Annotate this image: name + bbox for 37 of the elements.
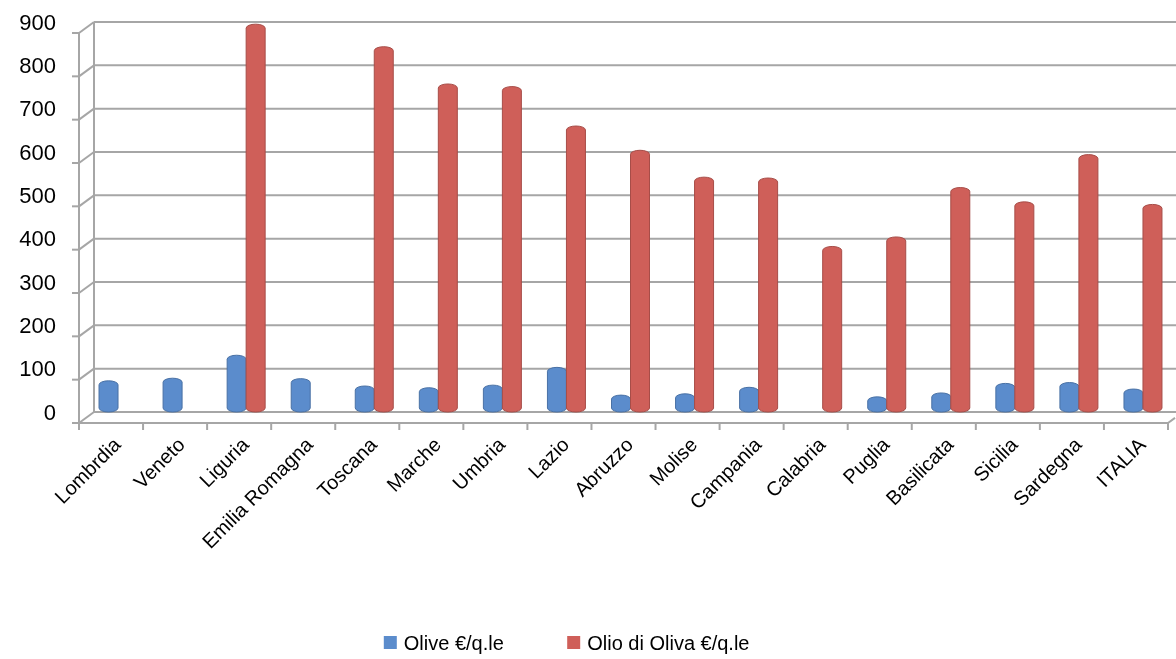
- bar: [886, 236, 907, 413]
- legend-label: Olive €/q.le: [403, 632, 504, 654]
- bar: [437, 83, 458, 413]
- y-tick-label: 800: [19, 52, 56, 78]
- bar: [1142, 203, 1163, 413]
- bar: [546, 366, 567, 413]
- bar: [354, 385, 375, 413]
- bar: [501, 86, 522, 413]
- y-tick-label: 500: [19, 182, 56, 208]
- bar: [98, 380, 119, 413]
- y-tick-label: 0: [43, 399, 56, 425]
- bar: [822, 245, 843, 413]
- bar: [758, 177, 779, 413]
- bar: [950, 187, 971, 413]
- bar: [245, 23, 266, 413]
- bar: [418, 387, 439, 413]
- y-tick-label: 400: [19, 226, 56, 252]
- legend-label: Olio di Oliva €/q.le: [587, 632, 750, 654]
- bar: [373, 46, 394, 413]
- y-tick-label: 900: [19, 9, 56, 35]
- y-tick-label: 700: [19, 96, 56, 122]
- y-tick-label: 300: [19, 269, 56, 295]
- bar: [995, 382, 1016, 413]
- bar: [290, 378, 311, 413]
- bar: [1078, 154, 1099, 413]
- y-tick-label: 200: [19, 312, 56, 338]
- bar: [630, 149, 650, 413]
- bar: [1014, 201, 1035, 413]
- y-tick-label: 600: [19, 139, 56, 165]
- y-tick-label: 100: [19, 356, 56, 382]
- bar: [482, 384, 503, 413]
- bar: [226, 354, 247, 413]
- bar: [1059, 382, 1080, 413]
- bar: [162, 377, 183, 413]
- bar: [739, 386, 760, 413]
- bar: [565, 125, 586, 413]
- bar: [694, 176, 715, 413]
